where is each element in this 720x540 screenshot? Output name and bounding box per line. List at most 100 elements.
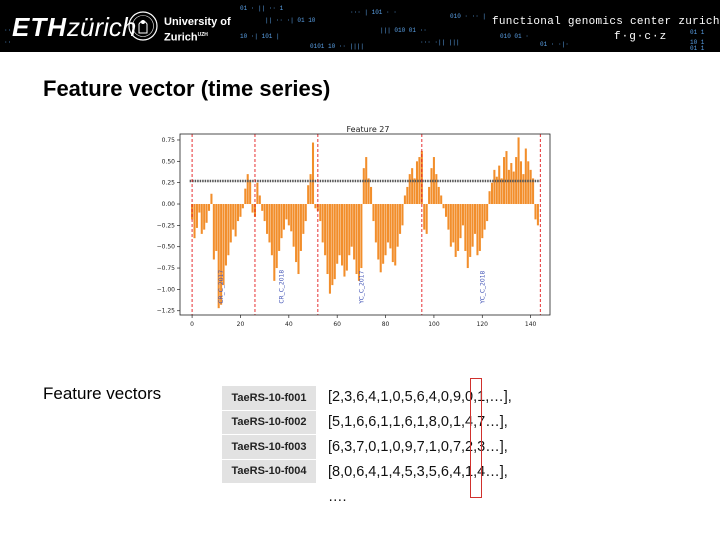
chart-bar xyxy=(365,157,368,205)
chart-bar xyxy=(377,204,380,260)
chart-bar xyxy=(444,204,448,217)
chart-bar xyxy=(459,204,462,239)
chart-bar xyxy=(457,204,460,251)
x-tick-label: 20 xyxy=(237,321,245,328)
chart-bar xyxy=(420,151,423,205)
chart-bar xyxy=(348,204,351,256)
chart-bar xyxy=(232,204,235,230)
y-tick-label: −1.00 xyxy=(157,286,176,293)
chart-bar xyxy=(331,204,334,286)
chart-bar xyxy=(282,204,286,230)
chart-bar xyxy=(524,148,527,205)
chart-bar xyxy=(370,186,373,205)
chart-bar xyxy=(292,204,295,247)
chart-bar xyxy=(372,204,375,222)
y-tick-label: −1.25 xyxy=(157,308,176,315)
chart-bar xyxy=(212,204,215,260)
chart-bar xyxy=(394,204,397,266)
chart-bar xyxy=(285,204,288,220)
chart-bar xyxy=(333,204,336,280)
vector-row: [8,0,6,4,1,4,5,3,5,6,4,1,4…], xyxy=(328,464,508,480)
chart-bar xyxy=(239,204,242,217)
chart-bar xyxy=(251,204,254,213)
chart-bar xyxy=(336,204,339,264)
chart-bar xyxy=(345,204,348,271)
chart-bar xyxy=(464,204,467,251)
chart-bar xyxy=(309,174,312,205)
chart-bar xyxy=(449,204,452,247)
chart-bar xyxy=(447,204,450,230)
chart-bar xyxy=(510,163,513,205)
chart-bar xyxy=(266,204,269,234)
chart-bar xyxy=(314,204,317,209)
chart-bar xyxy=(461,204,464,226)
chart-bar xyxy=(437,186,440,205)
chart-bar xyxy=(273,204,276,281)
chart-bar xyxy=(478,204,481,251)
chart-bar xyxy=(268,204,271,243)
chart-bar xyxy=(319,204,322,222)
chart-bar xyxy=(324,204,327,256)
chart-bar xyxy=(338,204,341,256)
chart-bar xyxy=(290,204,293,232)
chart-bar xyxy=(258,195,261,205)
chart-bar xyxy=(302,204,305,234)
chart-bar xyxy=(486,204,489,222)
vector-row: [5,1,6,6,1,1,6,1,8,0,1,4,7…], xyxy=(328,414,508,430)
chart-bar xyxy=(316,204,319,211)
uzh-seal-icon xyxy=(128,11,158,41)
chart-bar xyxy=(428,186,431,205)
chart-bar xyxy=(483,204,486,230)
chart-bar xyxy=(423,204,426,230)
x-tick-label: 120 xyxy=(477,321,489,328)
chart-bar xyxy=(200,204,203,234)
svg-text:||| 010 01 ··: ||| 010 01 ·· xyxy=(380,27,427,34)
chart-bar xyxy=(357,204,360,281)
svg-text:01 · || ·· 1: 01 · || ·· 1 xyxy=(240,5,284,12)
chart-bar xyxy=(418,157,421,205)
chart-title: Feature 27 xyxy=(347,125,390,134)
chart-bar xyxy=(256,182,259,205)
chart-bar xyxy=(280,204,283,239)
chart-bar xyxy=(374,204,377,243)
x-tick-label: 40 xyxy=(285,321,293,328)
chart-bar xyxy=(379,204,382,273)
chart-bar xyxy=(224,204,227,266)
x-tick-label: 140 xyxy=(525,321,537,328)
chart-bar xyxy=(220,204,223,305)
chart-bar xyxy=(454,204,457,257)
fgcz-name: functional genomics center zurich xyxy=(492,16,720,28)
chart-bar xyxy=(401,204,404,226)
chart-bar xyxy=(263,204,266,222)
chart-bar xyxy=(490,182,493,205)
chart-bar xyxy=(452,204,455,243)
chart-bar xyxy=(222,204,225,286)
chart-bar xyxy=(278,204,281,251)
y-tick-label: 0.25 xyxy=(162,180,176,187)
fgcz-abbreviation: f·g·c·z xyxy=(614,31,668,43)
feature-id-cell: TaeRS-10-f002 xyxy=(221,409,317,435)
chart-bar xyxy=(207,204,211,211)
y-tick-label: −0.25 xyxy=(157,222,176,229)
feature-vectors-label: Feature vectors xyxy=(43,384,162,403)
chart-bar xyxy=(198,204,201,213)
chart-bar xyxy=(343,204,346,277)
chart-bar xyxy=(355,204,358,275)
page-title: Feature vector (time series) xyxy=(43,76,331,101)
x-tick-label: 60 xyxy=(333,321,341,328)
svg-text:01 1: 01 1 xyxy=(690,29,705,36)
chart-svg: Feature 27 CR_C_2017 CR_C_2018 YC_C_2017 YC… xyxy=(157,125,551,328)
y-tick-label: 0.75 xyxy=(162,137,176,144)
chart-bar xyxy=(488,191,491,205)
chart-bar xyxy=(512,171,515,205)
x-tick-label: 0 xyxy=(190,321,194,328)
chart-bar xyxy=(435,174,438,205)
svg-text:10 1: 10 1 xyxy=(690,39,705,46)
column-highlight-box xyxy=(470,378,482,498)
chart-bar xyxy=(210,193,213,205)
chart-bar xyxy=(311,142,315,205)
chart-bar xyxy=(522,174,525,205)
segment-label: CR_C_2018 xyxy=(279,270,286,304)
svg-text:··: ·· xyxy=(4,39,11,46)
svg-text:01 1: 01 1 xyxy=(690,45,705,52)
